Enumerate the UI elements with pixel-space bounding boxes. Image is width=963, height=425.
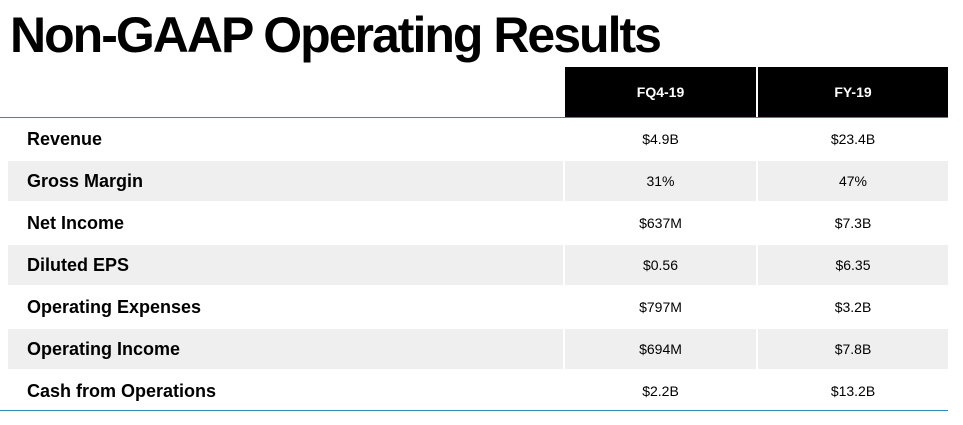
fq4-value: $637M [639, 215, 682, 231]
table-row: Operating Income $694M $7.8B [0, 328, 948, 370]
page-title: Non-GAAP Operating Results [10, 7, 662, 63]
table-row: Revenue $4.9B $23.4B [0, 118, 948, 160]
fy-value: $13.2B [830, 383, 876, 399]
row-label: Net Income [27, 212, 125, 233]
row-label: Diluted EPS [8, 245, 563, 285]
column-header-fy-19: FY-19 [758, 67, 948, 117]
fq4-value: $4.9B [642, 131, 679, 147]
results-table: Revenue $4.9B $23.4B Gross Margin 31% 47… [0, 118, 948, 412]
column-header-fq4-19: FQ4-19 [565, 67, 756, 117]
fy-value: $7.3B [834, 215, 872, 231]
row-label: Cash from Operations [27, 380, 217, 401]
fq4-value: $2.2B [642, 383, 679, 399]
fq4-value: $0.56 [565, 245, 756, 285]
row-label: Operating Income [8, 329, 563, 369]
fy-value: $6.35 [758, 245, 948, 285]
table-row: Gross Margin 31% 47% [0, 160, 948, 202]
row-label: Gross Margin [8, 161, 563, 201]
fy-value: 47% [758, 161, 948, 201]
table-bottom-rule [0, 410, 948, 411]
fy-value: $23.4B [830, 131, 876, 147]
table-row: Operating Expenses $797M $3.2B [0, 286, 948, 328]
fq4-value: $694M [565, 329, 756, 369]
row-label: Operating Expenses [27, 296, 202, 317]
table-row: Cash from Operations $2.2B $13.2B [0, 370, 948, 412]
table-row: Net Income $637M $7.3B [0, 202, 948, 244]
table-header: FQ4-19 FY-19 [0, 67, 948, 118]
fy-value: $3.2B [834, 299, 872, 315]
fq4-value: 31% [565, 161, 756, 201]
fq4-value: $797M [639, 299, 682, 315]
fy-value: $7.8B [758, 329, 948, 369]
row-label: Revenue [27, 128, 103, 149]
table-row: Diluted EPS $0.56 $6.35 [0, 244, 948, 286]
